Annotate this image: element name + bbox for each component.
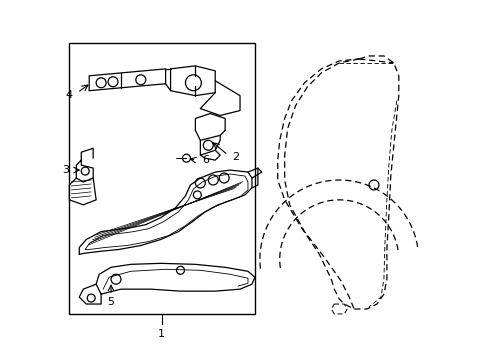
Text: 6: 6 <box>202 155 208 165</box>
Text: 3: 3 <box>62 165 69 175</box>
Text: 4: 4 <box>66 90 73 100</box>
Text: 1: 1 <box>158 329 165 339</box>
Text: 5: 5 <box>107 297 114 307</box>
Text: 2: 2 <box>232 152 239 162</box>
Bar <box>69 43 254 314</box>
